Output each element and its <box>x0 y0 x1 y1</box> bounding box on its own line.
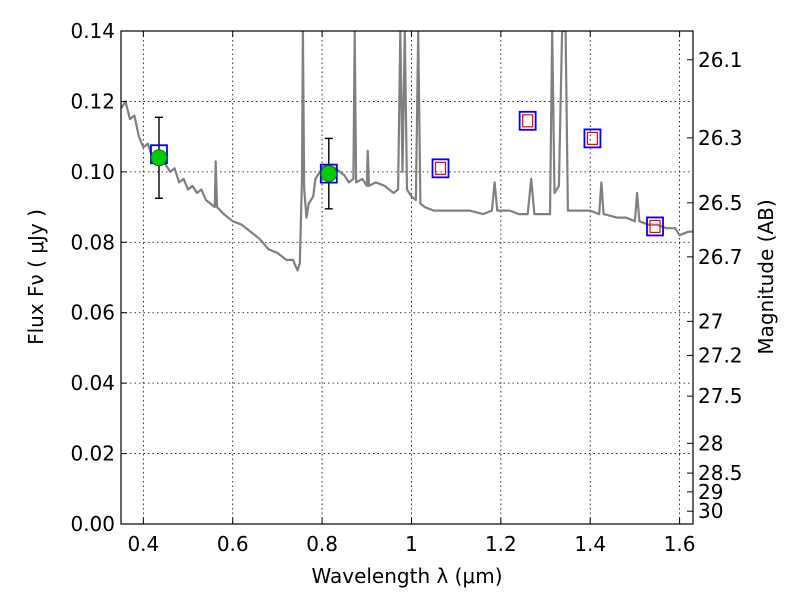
markers-layer <box>150 110 664 237</box>
detected-point <box>150 149 168 167</box>
model-band-box <box>518 110 537 131</box>
right-tick-label: 26.5 <box>698 191 743 215</box>
y-tick-label: 0.02 <box>70 442 115 466</box>
right-tick-label: 28 <box>698 431 723 455</box>
x-tick-label: 1.6 <box>664 532 696 556</box>
right-tick-label: 27.5 <box>698 384 743 408</box>
x-tick-label: 0.4 <box>127 532 159 556</box>
series-layer <box>121 31 693 272</box>
y-tick-label: 0.10 <box>70 160 115 184</box>
x-tick-label: 1.2 <box>485 532 517 556</box>
x-axis-label: Wavelength λ (μm) <box>311 564 502 588</box>
sed-model-line <box>121 31 693 272</box>
right-tick-label: 26.1 <box>698 48 743 72</box>
right-tick-label: 26.3 <box>698 126 743 150</box>
right-tick-label: 29 <box>698 480 723 504</box>
upper-limit-marker <box>522 114 534 128</box>
right-axis-label: Magnitude (AB) <box>754 199 778 354</box>
y-tick-label: 0.06 <box>70 301 115 325</box>
y-tick-label: 0.08 <box>70 230 115 254</box>
x-tick-label: 1 <box>405 532 418 556</box>
upper-limit-marker <box>434 161 447 175</box>
right-tick-label: 30 <box>698 499 723 523</box>
model-band-box <box>431 158 450 179</box>
y-tick-label: 0.04 <box>70 371 115 395</box>
y-tick-label: 0.00 <box>70 512 115 536</box>
right-tick-label: 27 <box>698 309 723 333</box>
y-tick-label: 0.14 <box>70 19 115 43</box>
x-tick-label: 0.8 <box>306 532 338 556</box>
right-tick-label: 26.7 <box>698 245 743 269</box>
upper-limit-marker <box>649 219 661 234</box>
x-tick-label: 0.6 <box>217 532 249 556</box>
x-tick-label: 1.4 <box>574 532 606 556</box>
upper-limit-marker <box>586 131 599 146</box>
detected-point <box>320 165 338 183</box>
grid-lines <box>121 30 693 525</box>
right-tick-label: 27.2 <box>698 343 743 367</box>
ticks-layer: 0.4 0.6 0.8 1 1.2 1.4 1.6 0.00 0.02 0.04 0.06 0.08 0… <box>70 19 742 556</box>
y-tick-label: 0.12 <box>70 89 115 113</box>
plot-frame <box>120 30 694 525</box>
model-band-box <box>646 216 664 237</box>
y-axis-label: Flux Fν ( μJy ) <box>24 209 48 345</box>
right-tick-label: 28.5 <box>698 461 743 485</box>
model-band-box <box>583 128 602 149</box>
